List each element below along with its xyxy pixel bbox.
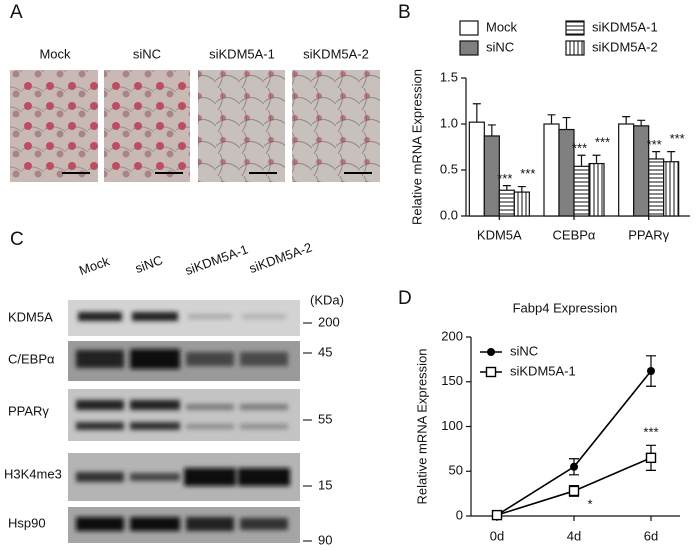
panel-letter: C [10, 229, 24, 250]
bar [468, 121, 485, 217]
protein-label: PPARγ [8, 403, 49, 418]
marker-label: 45 [318, 344, 332, 359]
image-label: siKDM5A-1 [209, 46, 275, 61]
micrograph [292, 70, 380, 182]
significance: *** [670, 131, 685, 146]
significance: *** [520, 166, 535, 181]
error-bar [472, 103, 481, 123]
marker-label: 200 [318, 314, 340, 329]
legend-swatch [459, 20, 479, 36]
error-bar [517, 185, 526, 193]
image-label: Mock [39, 46, 71, 61]
micrograph [198, 70, 285, 182]
protein-label: KDM5A [8, 309, 53, 324]
significance: *** [595, 135, 610, 150]
legend-label: Mock [486, 19, 518, 34]
y-axis-label: Relative mRNA Expression [409, 69, 424, 225]
bands [76, 312, 290, 531]
error-bar [547, 114, 556, 124]
marker-label: 55 [318, 411, 332, 426]
legend-label: siKDM5A-1 [592, 19, 658, 34]
image-label: siKDM5A-2 [303, 46, 369, 61]
marker-ticks [303, 322, 312, 542]
legend-swatch [459, 40, 479, 56]
bar [513, 191, 530, 217]
x-tick-label: 0d [490, 528, 504, 543]
unit-label: (KDa) [310, 292, 344, 307]
bar [543, 123, 560, 217]
blot [68, 389, 300, 441]
significance: * [587, 496, 592, 511]
micrograph [10, 70, 98, 182]
panel-c: Mock siNC siKDM5A-1 siKDM5A-2 (KDa) KDM5… [4, 239, 344, 547]
legend-swatch [565, 20, 585, 36]
lane-label: siKDM5A-2 [247, 239, 314, 276]
bar [663, 161, 680, 217]
protein-label: C/EBPα [8, 351, 55, 366]
marker-label: 90 [318, 532, 332, 547]
y-tick-label: 1.0 [440, 115, 458, 130]
bar [573, 165, 590, 217]
lane-label: siNC [133, 252, 165, 276]
x-tick-label: KDM5A [477, 227, 522, 242]
significance: *** [572, 141, 587, 156]
legend-label: siKDM5A-2 [592, 39, 658, 54]
significance: *** [497, 171, 512, 186]
legend-marker [487, 348, 495, 356]
protein-label: Hsp90 [8, 515, 46, 530]
panel-letter: D [398, 288, 412, 309]
point [647, 367, 655, 376]
error-bar [652, 151, 661, 159]
legend-label: siKDM5A-1 [510, 363, 576, 378]
significance: *** [647, 137, 662, 152]
chart-title: Fabp4 Expression [513, 300, 618, 315]
y-tick-label: 0.5 [440, 161, 458, 176]
panel-a: Mock siNC siKDM5A-1 siKDM5A-2 [10, 46, 380, 182]
error-bar [637, 119, 646, 126]
bar [588, 162, 605, 217]
y-tick-label: 150 [441, 373, 463, 388]
panel-letter: B [398, 2, 411, 23]
point [645, 452, 657, 464]
point [568, 485, 580, 497]
error-bar [667, 151, 676, 162]
y-tick-label: 50 [449, 463, 463, 478]
x-tick-label: 4d [567, 528, 581, 543]
legend-label: siNC [486, 39, 514, 54]
x-tick-label: PPARγ [628, 227, 669, 242]
error-bar [622, 116, 631, 124]
error-bar [562, 116, 571, 130]
bar [618, 123, 635, 217]
error-bar [577, 154, 586, 167]
legend-marker [485, 366, 497, 378]
error-bar [487, 124, 496, 136]
lane-label: Mock [77, 253, 112, 278]
legend-label: siNC [510, 343, 538, 358]
lane-label: siKDM5A-1 [183, 241, 250, 278]
y-axis-label: Relative mRNA Expression [414, 348, 429, 504]
y-tick-label: 1.5 [440, 69, 458, 84]
legend-swatch [565, 40, 585, 56]
marker-label: 15 [318, 477, 332, 492]
y-tick-label: 200 [441, 328, 463, 343]
significance: *** [643, 425, 658, 440]
x-tick-label: CEBPα [553, 227, 596, 242]
protein-label: H3K4me3 [4, 466, 62, 481]
bar [648, 158, 665, 217]
image-label: siNC [133, 46, 161, 61]
y-tick-label: 0 [456, 507, 463, 522]
y-tick-label: 0.0 [440, 207, 458, 222]
x-tick-label: 6d [644, 528, 658, 543]
panel-letter: A [10, 2, 23, 23]
y-tick-label: 100 [441, 418, 463, 433]
bar [498, 189, 515, 217]
micrograph [104, 70, 190, 182]
error-bar [592, 154, 601, 164]
error-bar [502, 185, 511, 191]
point [570, 462, 578, 471]
point [491, 509, 503, 521]
